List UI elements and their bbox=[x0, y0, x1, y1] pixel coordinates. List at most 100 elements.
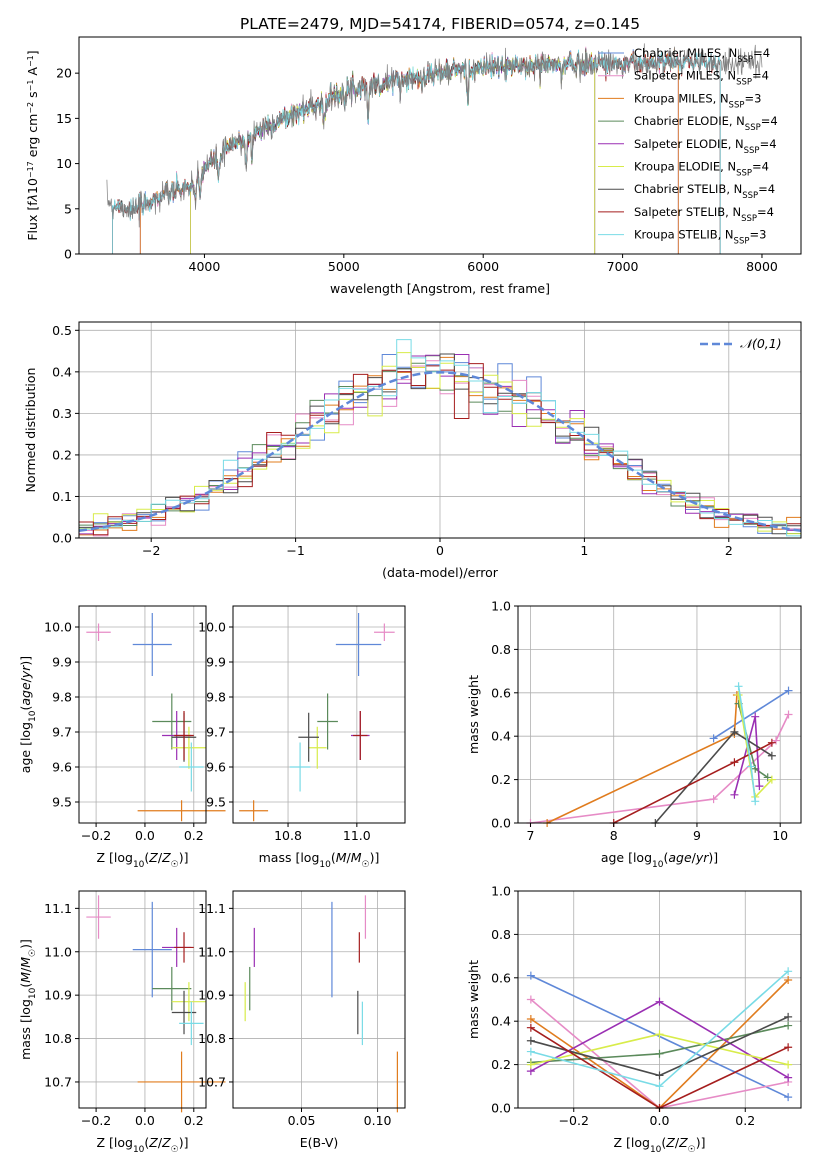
spectrum-model-line bbox=[112, 49, 721, 254]
y-tick-label: 0.2 bbox=[52, 447, 72, 462]
legend-subscript: SSP bbox=[737, 55, 753, 65]
y-axis-label: mass weight bbox=[466, 960, 481, 1039]
weight-marker bbox=[526, 1047, 535, 1056]
x-tick-label: 4000 bbox=[189, 259, 221, 274]
y-tick-label: 10.9 bbox=[198, 988, 226, 1003]
errorbar-point bbox=[174, 932, 194, 963]
y-tick-label: 1.0 bbox=[491, 599, 511, 614]
errorbar-point bbox=[353, 711, 368, 760]
legend-value: =4 bbox=[753, 46, 770, 60]
x-tick-label: 8 bbox=[610, 828, 618, 843]
weight-marker bbox=[751, 797, 760, 806]
chart-residuals: −2 −1 0 1 2 0.0 0.1 0.2 0.3 0.4 0.5 (data-model)/er… bbox=[23, 321, 802, 580]
weight-marker bbox=[730, 727, 739, 736]
y-tick-label: 0.5 bbox=[52, 323, 72, 338]
weight-marker bbox=[751, 712, 760, 721]
legend-subscript: SSP bbox=[734, 237, 750, 247]
legend-value: =3 bbox=[744, 91, 761, 105]
figure-title: PLATE=2479, MJD=54174, FIBERID=0574, z=0… bbox=[240, 15, 640, 33]
y-tick-label: 0.6 bbox=[491, 970, 511, 985]
weight-marker bbox=[734, 682, 743, 691]
weight-marker bbox=[655, 1030, 664, 1039]
y-tick-label: 11.1 bbox=[198, 901, 226, 916]
y-tick-label: 9.8 bbox=[206, 690, 226, 705]
weight-marker bbox=[655, 1082, 664, 1091]
y-tick-label: 9.9 bbox=[52, 655, 72, 670]
plot-area bbox=[86, 613, 226, 822]
weight-marker bbox=[734, 690, 743, 699]
axes-border bbox=[78, 890, 207, 1109]
histogram-series bbox=[79, 339, 801, 537]
x-tick-label: −2 bbox=[142, 543, 160, 558]
x-tick-label: 1 bbox=[580, 543, 588, 558]
weight-marker bbox=[784, 1043, 793, 1052]
x-axis-label: Z [log10(Z/Z☉)] bbox=[613, 1135, 705, 1155]
y-tick-label: 10.7 bbox=[198, 1074, 226, 1089]
axes-frame: −0.2 0.0 0.2 0.0 0.2 0.4 0.6 0.8 1.0 Z [log10(Z/Z… bbox=[466, 884, 802, 1155]
y-tick-label: 9.8 bbox=[52, 690, 72, 705]
weight-marker bbox=[772, 736, 781, 745]
errorbar-point bbox=[374, 623, 395, 641]
y-tick-label: 9.6 bbox=[206, 760, 226, 775]
legend: 𝒩(0,1) bbox=[700, 336, 782, 351]
axes-border bbox=[517, 605, 802, 824]
weight-series bbox=[526, 997, 793, 1082]
x-tick-label: 11.0 bbox=[343, 828, 371, 843]
axes-border bbox=[78, 605, 207, 824]
axes-frame: 4000 5000 6000 7000 8000 0 5 10 15 20 wavelength [… bbox=[25, 36, 802, 296]
y-tick-label: 1.0 bbox=[491, 884, 511, 899]
errorbar-point bbox=[86, 623, 111, 641]
x-tick-label: −0.2 bbox=[559, 1113, 589, 1128]
y-axis-label: age [log10(age/yr)] bbox=[18, 656, 38, 773]
weight-marker bbox=[655, 1049, 664, 1058]
x-axis-label: wavelength [Angstrom, rest frame] bbox=[330, 281, 550, 296]
y-tick-label: 10.7 bbox=[44, 1074, 72, 1089]
legend-subscript: SSP bbox=[744, 146, 760, 156]
errorbar-point bbox=[239, 800, 269, 822]
errorbar-point bbox=[179, 1001, 204, 1046]
weight-marker bbox=[526, 1036, 535, 1045]
spectrum-model-line bbox=[112, 51, 721, 254]
legend-subscript: SSP bbox=[741, 214, 757, 224]
x-tick-label: 0.05 bbox=[288, 1113, 316, 1128]
spectrum-data-line bbox=[106, 43, 763, 228]
weight-marker bbox=[784, 967, 793, 976]
y-tick-label: 9.5 bbox=[206, 795, 226, 810]
axes-frame: 10.8 11.0 9.5 9.6 9.7 9.8 9.9 10.0 mass [log10(M… bbox=[198, 605, 406, 870]
y-tick-label: 10.8 bbox=[198, 1031, 226, 1046]
legend-label: Kroupa ELODIE, NSSP=4 bbox=[634, 160, 769, 179]
y-axis-label: Normed distribution bbox=[23, 368, 38, 493]
x-tick-label: 10 bbox=[772, 828, 788, 843]
legend-value: =4 bbox=[757, 205, 774, 219]
weight-marker bbox=[784, 686, 793, 695]
weight-line bbox=[546, 694, 738, 824]
y-tick-label: 9.9 bbox=[206, 655, 226, 670]
errorbar-point bbox=[137, 800, 226, 822]
plot-area bbox=[526, 682, 793, 827]
x-tick-label: −1 bbox=[286, 543, 304, 558]
y-tick-label: 0.0 bbox=[52, 531, 72, 546]
y-axis-label: mass [log10(M/M☉)] bbox=[18, 939, 38, 1060]
y-tick-label: 0.4 bbox=[491, 729, 511, 744]
chart-mass-vs-EBV: 0.05 0.10 10.7 10.8 10.9 11.0 11.1 E(B-V) bbox=[198, 890, 406, 1150]
errorbar-point bbox=[174, 711, 194, 760]
y-tick-label: 11.0 bbox=[44, 944, 72, 959]
y-tick-label: 10.0 bbox=[44, 620, 72, 635]
x-axis-label: Z [log10(Z/Z☉)] bbox=[96, 850, 188, 870]
errorbar-point bbox=[179, 742, 204, 792]
spectrum-model-line bbox=[139, 49, 679, 254]
y-tick-label: 9.6 bbox=[52, 760, 72, 775]
weight-marker bbox=[655, 1071, 664, 1080]
grid bbox=[518, 605, 801, 824]
weight-marker bbox=[655, 997, 664, 1006]
weight-marker bbox=[784, 1012, 793, 1021]
legend-value: =4 bbox=[760, 137, 777, 151]
y-tick-label: 0.8 bbox=[491, 642, 511, 657]
weight-series bbox=[526, 967, 793, 1091]
weight-marker bbox=[767, 775, 776, 784]
y-tick-label: 0.4 bbox=[52, 364, 72, 379]
y-tick-label: 9.5 bbox=[52, 795, 72, 810]
histogram-series bbox=[79, 352, 801, 535]
legend-label: Salpeter MILES, NSSP=4 bbox=[634, 69, 769, 88]
